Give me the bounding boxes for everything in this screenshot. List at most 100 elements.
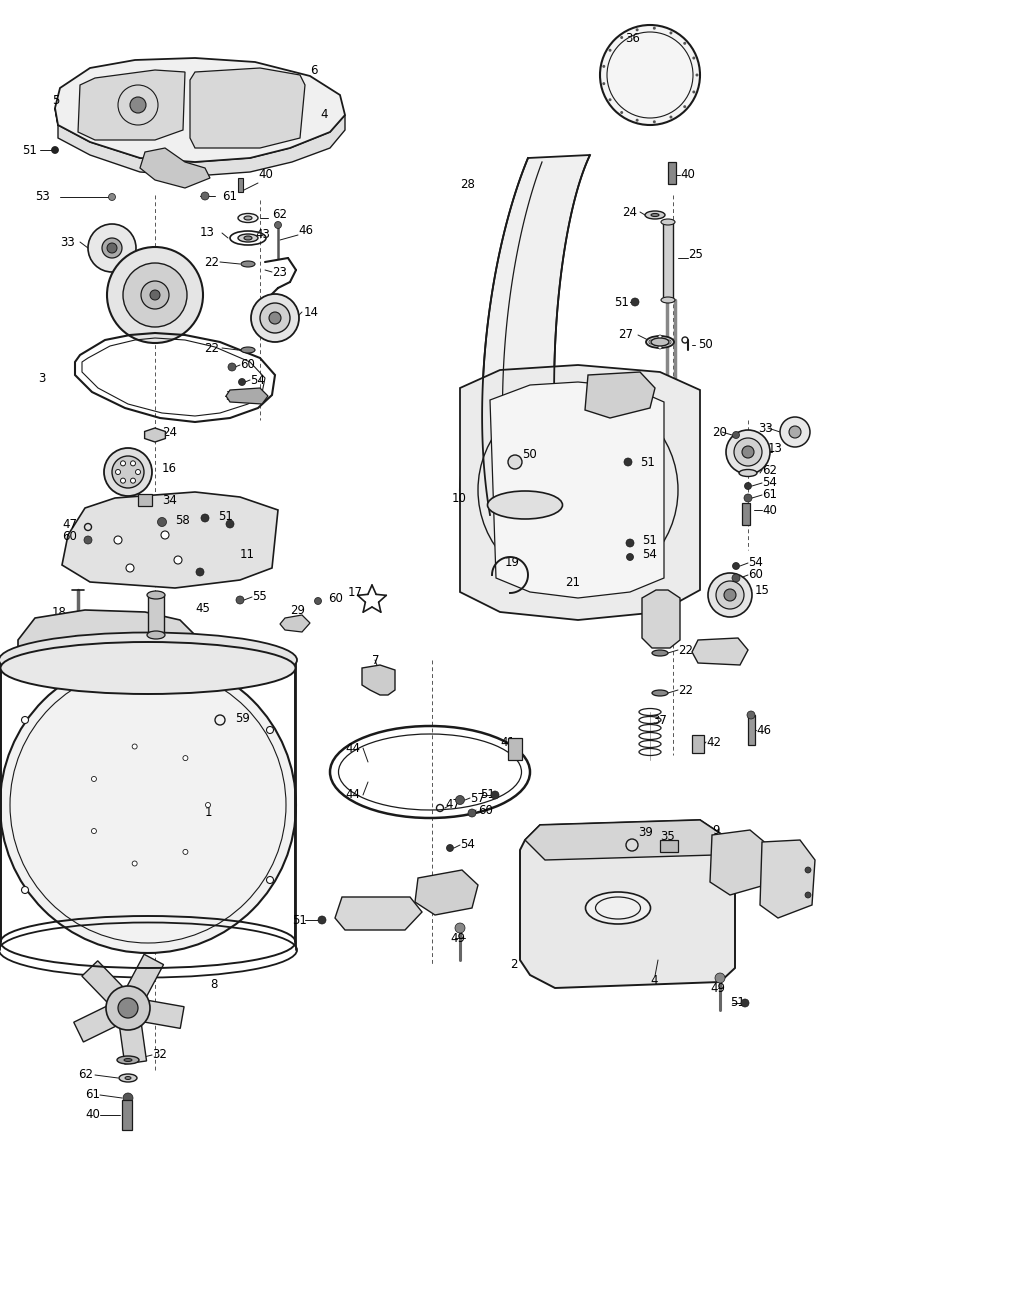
- Circle shape: [716, 582, 744, 609]
- Circle shape: [141, 281, 169, 308]
- Polygon shape: [362, 665, 395, 695]
- Text: 8: 8: [210, 979, 217, 992]
- Text: 61: 61: [762, 489, 777, 502]
- Text: 40: 40: [258, 169, 272, 182]
- Text: 38: 38: [225, 389, 240, 403]
- Circle shape: [132, 861, 137, 867]
- Polygon shape: [760, 840, 815, 918]
- Circle shape: [455, 923, 465, 933]
- Circle shape: [805, 867, 811, 873]
- Circle shape: [121, 478, 126, 484]
- Text: 49: 49: [450, 932, 465, 945]
- Text: 47: 47: [445, 799, 460, 812]
- Text: 2: 2: [510, 958, 517, 971]
- Ellipse shape: [651, 339, 669, 346]
- Circle shape: [732, 431, 739, 439]
- Ellipse shape: [241, 346, 255, 353]
- Circle shape: [602, 82, 605, 85]
- Text: 51: 51: [730, 996, 744, 1009]
- Circle shape: [135, 469, 140, 474]
- Circle shape: [636, 29, 639, 31]
- Bar: [148, 595, 164, 635]
- Polygon shape: [82, 961, 130, 1010]
- Circle shape: [732, 562, 739, 570]
- Text: 51: 51: [22, 144, 37, 157]
- Text: 48: 48: [596, 404, 611, 417]
- Circle shape: [314, 597, 322, 605]
- Circle shape: [116, 469, 121, 474]
- Text: 51: 51: [614, 295, 629, 308]
- Ellipse shape: [238, 213, 258, 222]
- Ellipse shape: [0, 633, 297, 687]
- Polygon shape: [140, 148, 210, 188]
- Text: 62: 62: [762, 464, 777, 477]
- Text: 4: 4: [650, 974, 657, 987]
- Text: 16: 16: [162, 461, 177, 474]
- Text: 47: 47: [62, 518, 77, 531]
- Circle shape: [746, 711, 755, 719]
- Bar: [663, 222, 673, 301]
- Text: 17: 17: [348, 586, 362, 599]
- Ellipse shape: [0, 642, 296, 694]
- Polygon shape: [144, 427, 166, 442]
- Circle shape: [109, 193, 116, 200]
- Text: 22: 22: [204, 255, 219, 268]
- Text: 20: 20: [712, 426, 727, 439]
- Circle shape: [626, 538, 634, 548]
- Text: 51: 51: [28, 665, 43, 678]
- Circle shape: [692, 90, 695, 94]
- Ellipse shape: [244, 216, 252, 220]
- Text: 57: 57: [470, 792, 485, 805]
- Circle shape: [624, 457, 632, 467]
- Text: 55: 55: [252, 591, 266, 604]
- Circle shape: [670, 115, 673, 119]
- Circle shape: [91, 829, 96, 834]
- Text: 25: 25: [688, 248, 702, 261]
- Circle shape: [260, 303, 290, 333]
- Circle shape: [236, 596, 244, 604]
- Polygon shape: [692, 638, 748, 665]
- Text: 31: 31: [355, 903, 370, 916]
- Ellipse shape: [645, 210, 665, 220]
- Ellipse shape: [124, 1059, 132, 1061]
- Text: 9: 9: [712, 823, 720, 836]
- Circle shape: [744, 494, 752, 502]
- Circle shape: [621, 111, 624, 114]
- Circle shape: [121, 461, 126, 465]
- Bar: [742, 503, 750, 525]
- Text: 21: 21: [565, 576, 580, 589]
- Circle shape: [130, 478, 135, 484]
- Text: 24: 24: [162, 426, 177, 439]
- Ellipse shape: [652, 650, 668, 656]
- Circle shape: [658, 335, 662, 339]
- Circle shape: [0, 657, 296, 953]
- Polygon shape: [190, 68, 305, 148]
- Circle shape: [600, 25, 700, 125]
- Circle shape: [266, 877, 273, 884]
- Circle shape: [626, 839, 638, 851]
- Circle shape: [51, 146, 58, 153]
- Circle shape: [158, 518, 167, 527]
- Circle shape: [104, 448, 152, 495]
- Ellipse shape: [662, 297, 675, 303]
- Ellipse shape: [662, 220, 675, 225]
- Circle shape: [126, 565, 134, 572]
- Circle shape: [201, 514, 209, 521]
- Text: 58: 58: [175, 514, 189, 527]
- Circle shape: [239, 379, 246, 386]
- Circle shape: [150, 290, 160, 301]
- Text: 52: 52: [760, 856, 775, 868]
- Circle shape: [266, 727, 273, 733]
- Ellipse shape: [147, 631, 165, 639]
- Circle shape: [446, 844, 454, 851]
- Circle shape: [226, 520, 234, 528]
- Circle shape: [670, 31, 673, 34]
- Circle shape: [715, 972, 725, 983]
- Text: 15: 15: [755, 583, 770, 596]
- Text: 18: 18: [52, 605, 67, 618]
- Circle shape: [490, 791, 499, 799]
- Text: 61: 61: [222, 190, 237, 203]
- Polygon shape: [335, 897, 422, 931]
- Ellipse shape: [147, 591, 165, 599]
- Text: 22: 22: [678, 643, 693, 656]
